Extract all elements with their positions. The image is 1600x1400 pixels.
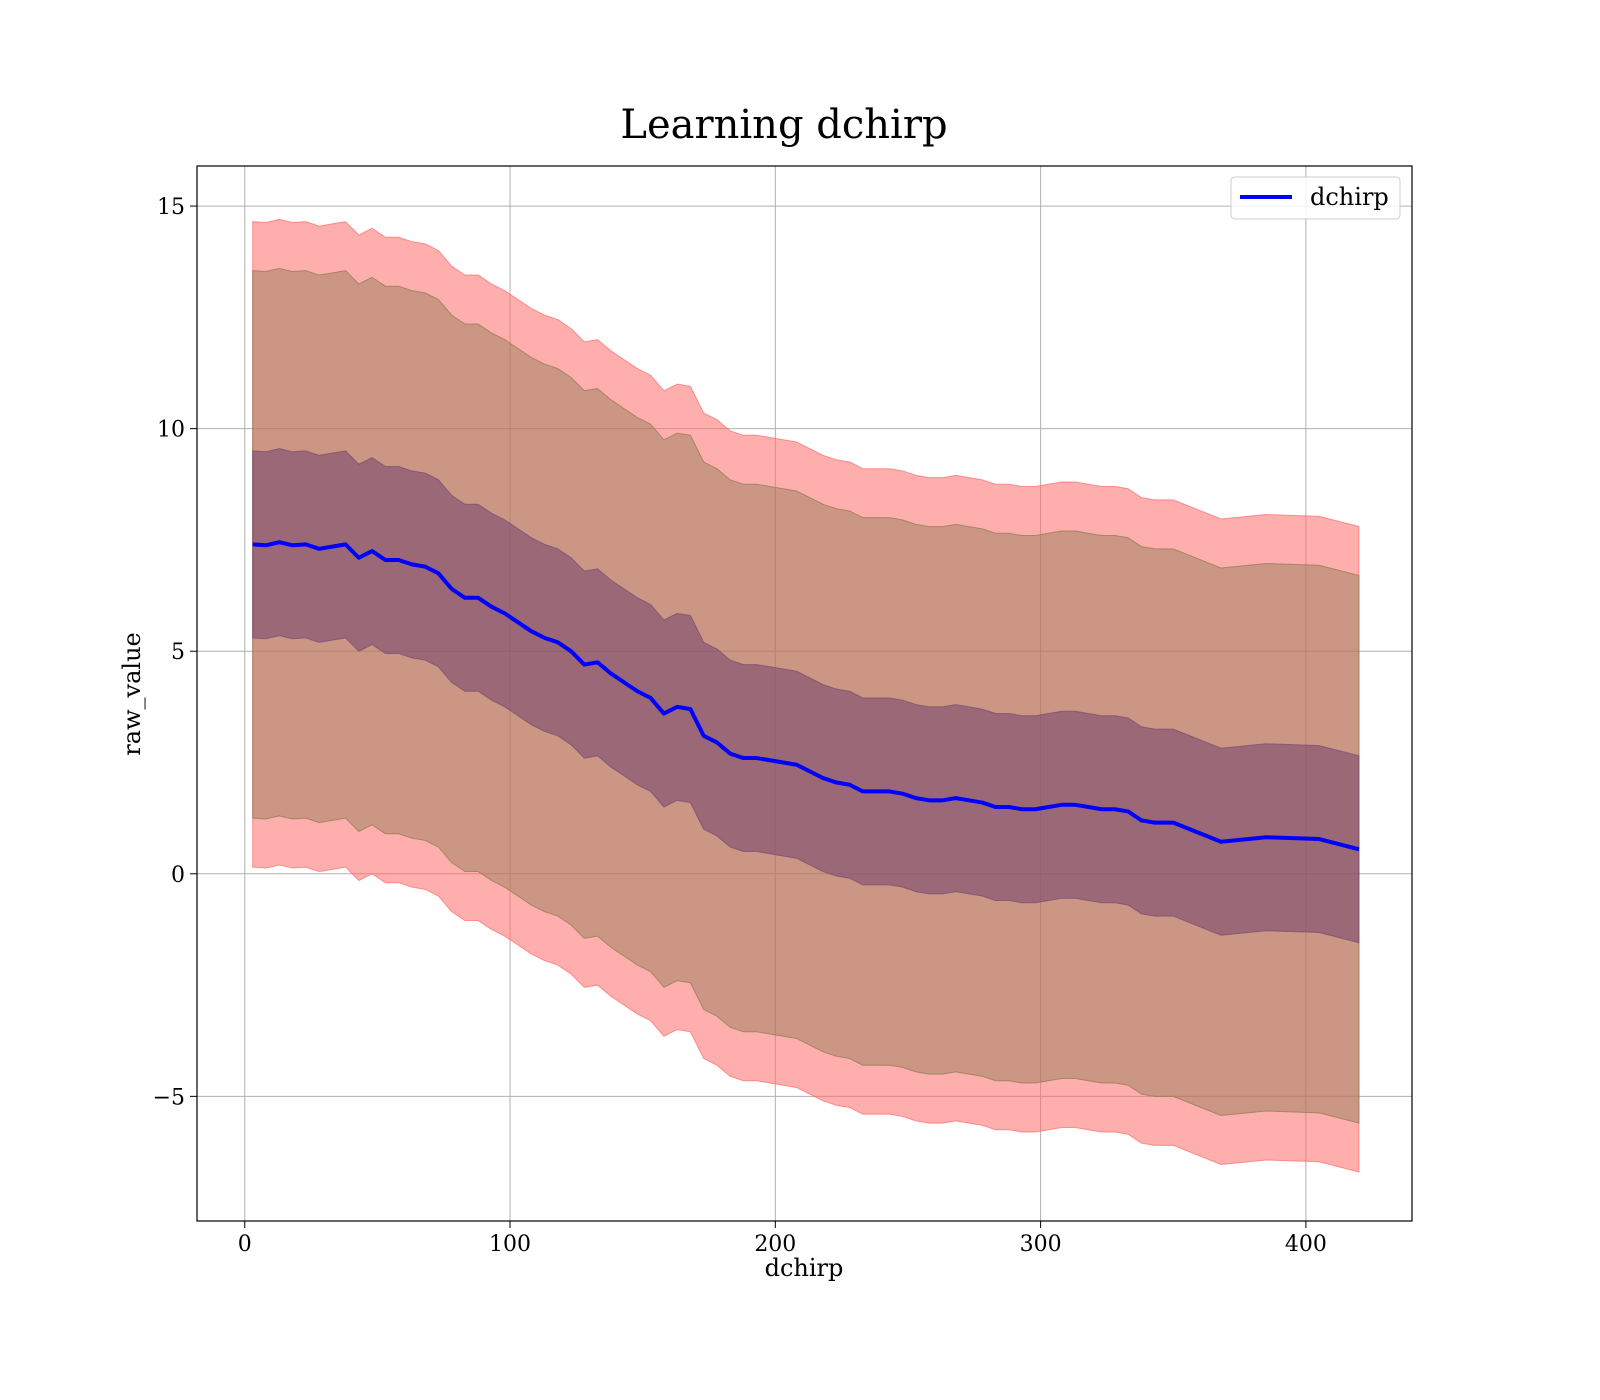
x-tick-label: 300 bbox=[1020, 1232, 1062, 1257]
x-tick-label: 0 bbox=[238, 1232, 252, 1257]
x-tick-label: 400 bbox=[1285, 1232, 1327, 1257]
chart-title: Learning dchirp bbox=[620, 102, 947, 148]
x-tick-label: 200 bbox=[754, 1232, 796, 1257]
confidence-bands bbox=[252, 218, 1360, 1173]
x-axis-label: dchirp bbox=[765, 1254, 844, 1282]
y-tick-label: 5 bbox=[171, 640, 185, 665]
y-tick-label: −5 bbox=[153, 1085, 185, 1110]
y-tick-label: 15 bbox=[157, 195, 185, 220]
series-line-dchirp bbox=[252, 540, 1360, 852]
y-axis-label: raw_value bbox=[118, 632, 146, 756]
plot-area bbox=[196, 165, 1413, 1222]
y-axis-ticks: −5 0 5 10 15 bbox=[153, 195, 197, 1110]
y-tick-label: 0 bbox=[171, 863, 185, 888]
band-2 bbox=[252, 448, 1360, 944]
legend-frame bbox=[1230, 176, 1401, 220]
x-tick-label: 100 bbox=[489, 1232, 531, 1257]
legend-label-dchirp: dchirp bbox=[1310, 183, 1389, 211]
x-axis-ticks: 0 100 200 300 400 bbox=[238, 1221, 1327, 1257]
legend: dchirp bbox=[1230, 176, 1401, 220]
y-tick-label: 10 bbox=[157, 418, 185, 443]
plot-frame bbox=[196, 165, 1413, 1222]
series-lines bbox=[252, 540, 1360, 852]
